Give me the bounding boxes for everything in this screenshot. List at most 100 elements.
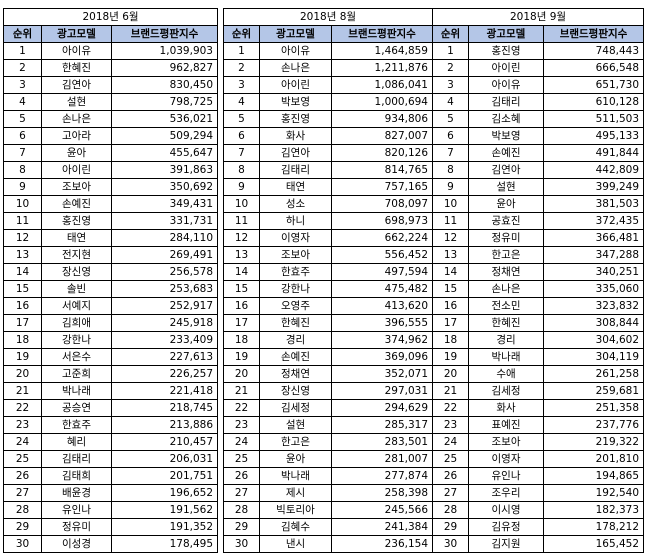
model-name-cell: 태연 (41, 229, 112, 247)
index-value-cell: 374,962 (331, 331, 433, 349)
rank-cell: 10 (223, 195, 260, 213)
index-value-cell: 814,765 (331, 161, 433, 179)
table-row: 15 솔빈 253,683 (3, 280, 218, 298)
model-name-cell: 한혜진 (259, 314, 332, 332)
table-row: 23 한효주 213,886 (3, 416, 218, 434)
table-row: 3 아이린 1,086,041 (223, 76, 433, 94)
table-row: 17 한혜진 396,555 (223, 314, 433, 332)
table-row: 11 공효진 372,435 (432, 212, 644, 230)
rank-cell: 24 (3, 433, 42, 451)
table-row: 20 고준희 226,257 (3, 365, 218, 383)
index-value-cell: 304,119 (543, 348, 644, 366)
model-name-cell: 김태리 (468, 93, 544, 111)
table-row: 22 공승연 218,745 (3, 399, 218, 417)
rank-cell: 20 (223, 365, 260, 383)
model-name-cell: 경리 (468, 331, 544, 349)
index-value-cell: 666,548 (543, 59, 644, 77)
table-row: 23 표예진 237,776 (432, 416, 644, 434)
table-row: 28 빅토리아 245,566 (223, 501, 433, 519)
model-name-cell: 홍진영 (259, 110, 332, 128)
rank-cell: 21 (432, 382, 469, 400)
model-name-cell: 윤아 (41, 144, 112, 162)
table-title: 2018년 9월 (432, 8, 644, 26)
ranking-table-september: 2018년 9월 순위 광고모델 브랜드평판지수 1 홍진영 748,443 2 아이린… (432, 8, 644, 553)
index-value-cell: 219,322 (543, 433, 644, 451)
table-row: 14 장신영 256,578 (3, 263, 218, 281)
model-name-cell: 김연아 (468, 161, 544, 179)
rank-header: 순위 (432, 25, 469, 43)
rank-cell: 30 (3, 535, 42, 553)
rank-cell: 3 (223, 76, 260, 94)
rank-cell: 22 (432, 399, 469, 417)
index-value-cell: 381,503 (543, 195, 644, 213)
index-value-cell: 192,540 (543, 484, 644, 502)
index-value-cell: 651,730 (543, 76, 644, 94)
index-value-cell: 1,211,876 (331, 59, 433, 77)
index-value-cell: 350,692 (111, 178, 218, 196)
model-name-cell: 고준희 (41, 365, 112, 383)
index-value-cell: 396,555 (331, 314, 433, 332)
rank-cell: 27 (3, 484, 42, 502)
index-value-cell: 497,594 (331, 263, 433, 281)
table-row: 17 김희애 245,918 (3, 314, 218, 332)
model-name-cell: 손나은 (259, 59, 332, 77)
rank-cell: 9 (3, 178, 42, 196)
model-name-cell: 이영자 (468, 450, 544, 468)
rank-cell: 2 (223, 59, 260, 77)
table-row: 26 유인나 194,865 (432, 467, 644, 485)
model-name-cell: 전소민 (468, 297, 544, 315)
index-value-cell: 698,973 (331, 212, 433, 230)
index-value-cell: 269,491 (111, 246, 218, 264)
ranking-table-august: 2018년 8월 순위 광고모델 브랜드평판지수 1 아이유 1,464,859 2 손… (223, 8, 433, 553)
index-value-cell: 194,865 (543, 467, 644, 485)
rank-cell: 12 (432, 229, 469, 247)
rank-cell: 8 (223, 161, 260, 179)
rank-cell: 17 (3, 314, 42, 332)
rank-cell: 22 (3, 399, 42, 417)
model-name-cell: 장신영 (41, 263, 112, 281)
index-value-cell: 294,629 (331, 399, 433, 417)
index-value-cell: 475,482 (331, 280, 433, 298)
rank-cell: 23 (432, 416, 469, 434)
model-name-cell: 정유미 (41, 518, 112, 536)
model-name-cell: 손예진 (468, 144, 544, 162)
table-row: 2 손나은 1,211,876 (223, 59, 433, 77)
index-value-cell: 241,384 (331, 518, 433, 536)
model-name-cell: 한고은 (259, 433, 332, 451)
ranking-table-june: 2018년 6월 순위 광고모델 브랜드평판지수 1 아이유 1,039,903 2 한… (3, 8, 218, 553)
table-row: 29 김유정 178,212 (432, 518, 644, 536)
index-value-cell: 253,683 (111, 280, 218, 298)
rank-cell: 1 (432, 42, 469, 60)
index-value-cell: 191,352 (111, 518, 218, 536)
index-value-cell: 399,249 (543, 178, 644, 196)
index-value-cell: 610,128 (543, 93, 644, 111)
table-row: 9 조보아 350,692 (3, 178, 218, 196)
table-row: 7 윤아 455,647 (3, 144, 218, 162)
model-name-cell: 손나은 (468, 280, 544, 298)
index-value-cell: 237,776 (543, 416, 644, 434)
index-value-cell: 323,832 (543, 297, 644, 315)
table-row: 11 홍진영 331,731 (3, 212, 218, 230)
model-name-cell: 홍진영 (468, 42, 544, 60)
rank-cell: 15 (432, 280, 469, 298)
table-row: 10 성소 708,097 (223, 195, 433, 213)
rank-header: 순위 (223, 25, 260, 43)
model-name-cell: 윤아 (468, 195, 544, 213)
index-value-cell: 281,007 (331, 450, 433, 468)
rank-cell: 3 (3, 76, 42, 94)
index-value-cell: 511,503 (543, 110, 644, 128)
index-value-cell: 251,358 (543, 399, 644, 417)
model-name-cell: 하니 (259, 212, 332, 230)
table-row: 25 김태리 206,031 (3, 450, 218, 468)
index-value-cell: 283,501 (331, 433, 433, 451)
rank-cell: 4 (432, 93, 469, 111)
rank-cell: 24 (223, 433, 260, 451)
table-row: 24 혜리 210,457 (3, 433, 218, 451)
index-value-cell: 258,398 (331, 484, 433, 502)
rank-cell: 30 (432, 535, 469, 553)
model-name-cell: 박보영 (468, 127, 544, 145)
table-row: 12 이영자 662,224 (223, 229, 433, 247)
table-row: 8 아이린 391,863 (3, 161, 218, 179)
model-name-cell: 박보영 (259, 93, 332, 111)
rank-cell: 15 (223, 280, 260, 298)
